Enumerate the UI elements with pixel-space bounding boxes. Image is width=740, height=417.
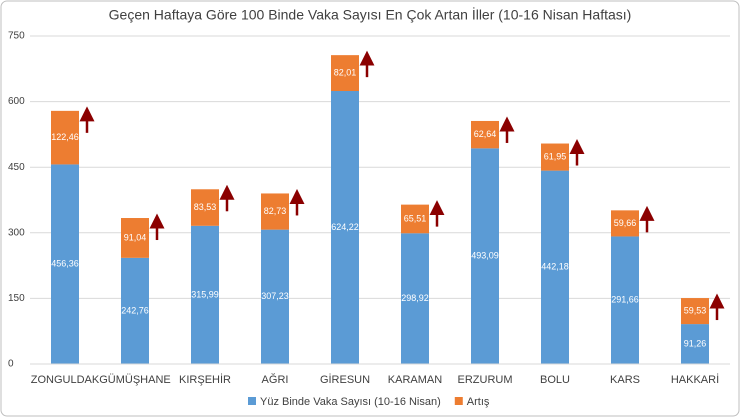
- data-label: 82,73: [264, 206, 287, 216]
- bar-segment: [331, 55, 359, 92]
- x-tick-label: KARAMAN: [388, 374, 442, 386]
- bar-segment: [261, 229, 289, 364]
- x-tick-label: ERZURUM: [458, 374, 513, 386]
- bar-segment: [681, 298, 709, 325]
- legend-swatch: [454, 397, 463, 405]
- bar-segment: [611, 210, 639, 237]
- data-label: 82,01: [334, 67, 357, 77]
- bar-segment: [191, 225, 219, 364]
- bar-segment: [471, 120, 499, 149]
- data-label: 298,92: [401, 293, 429, 303]
- data-label: 493,09: [471, 251, 499, 261]
- data-label: 62,64: [474, 129, 497, 139]
- data-label: 122,46: [51, 132, 79, 142]
- bar-segment: [121, 257, 149, 364]
- bar-segment: [331, 91, 359, 365]
- data-label: 65,51: [404, 213, 427, 223]
- bar-segment: [471, 148, 499, 364]
- data-label: 91,04: [124, 232, 147, 242]
- bar-segment: [191, 189, 219, 226]
- legend-label: Yüz Binde Vaka Sayısı (10-16 Nisan): [260, 396, 441, 408]
- data-label: 59,66: [614, 218, 637, 228]
- bar-segment: [681, 324, 709, 364]
- data-label: 315,99: [191, 289, 219, 299]
- data-label: 61,95: [544, 151, 567, 161]
- x-tick-label: KIRŞEHİR: [179, 373, 231, 386]
- bar-segment: [611, 236, 639, 364]
- bar-segment: [51, 164, 79, 364]
- data-label: 291,66: [611, 295, 639, 305]
- legend-label: Artış: [467, 396, 490, 408]
- data-label: 624,22: [331, 222, 359, 232]
- y-tick-label: 0: [8, 359, 14, 370]
- x-tick-label: ZONGULDAK: [31, 374, 100, 386]
- x-tick-label: AĞRI: [262, 373, 289, 386]
- x-tick-label: GÜMÜŞHANE: [99, 374, 171, 386]
- chart-title: Geçen Haftaya Göre 100 Binde Vaka Sayısı…: [109, 6, 632, 23]
- data-label: 456,36: [51, 259, 79, 269]
- y-tick-label: 300: [8, 227, 25, 238]
- bar-segment: [401, 233, 429, 364]
- data-label: 91,26: [684, 338, 707, 348]
- y-tick-label: 150: [8, 293, 25, 304]
- bar-segment: [261, 193, 289, 230]
- bar-segment: [51, 110, 79, 165]
- y-tick-label: 750: [8, 31, 25, 42]
- bar-segment: [121, 218, 149, 258]
- x-tick-label: BOLU: [540, 374, 570, 386]
- data-label: 59,53: [684, 305, 707, 315]
- x-tick-label: HAKKARİ: [671, 373, 719, 386]
- y-tick-label: 450: [8, 162, 25, 173]
- data-label: 242,76: [121, 305, 149, 315]
- legend-swatch: [248, 397, 256, 405]
- x-tick-label: GİRESUN: [320, 373, 370, 386]
- data-label: 83,53: [194, 202, 217, 212]
- bar-segment: [541, 170, 569, 364]
- bar-segment: [401, 204, 429, 234]
- y-tick-label: 600: [8, 96, 25, 107]
- x-tick-label: KARS: [610, 374, 640, 386]
- data-label: 307,23: [261, 291, 289, 301]
- bar-segment: [541, 143, 569, 171]
- data-label: 442,18: [541, 262, 569, 272]
